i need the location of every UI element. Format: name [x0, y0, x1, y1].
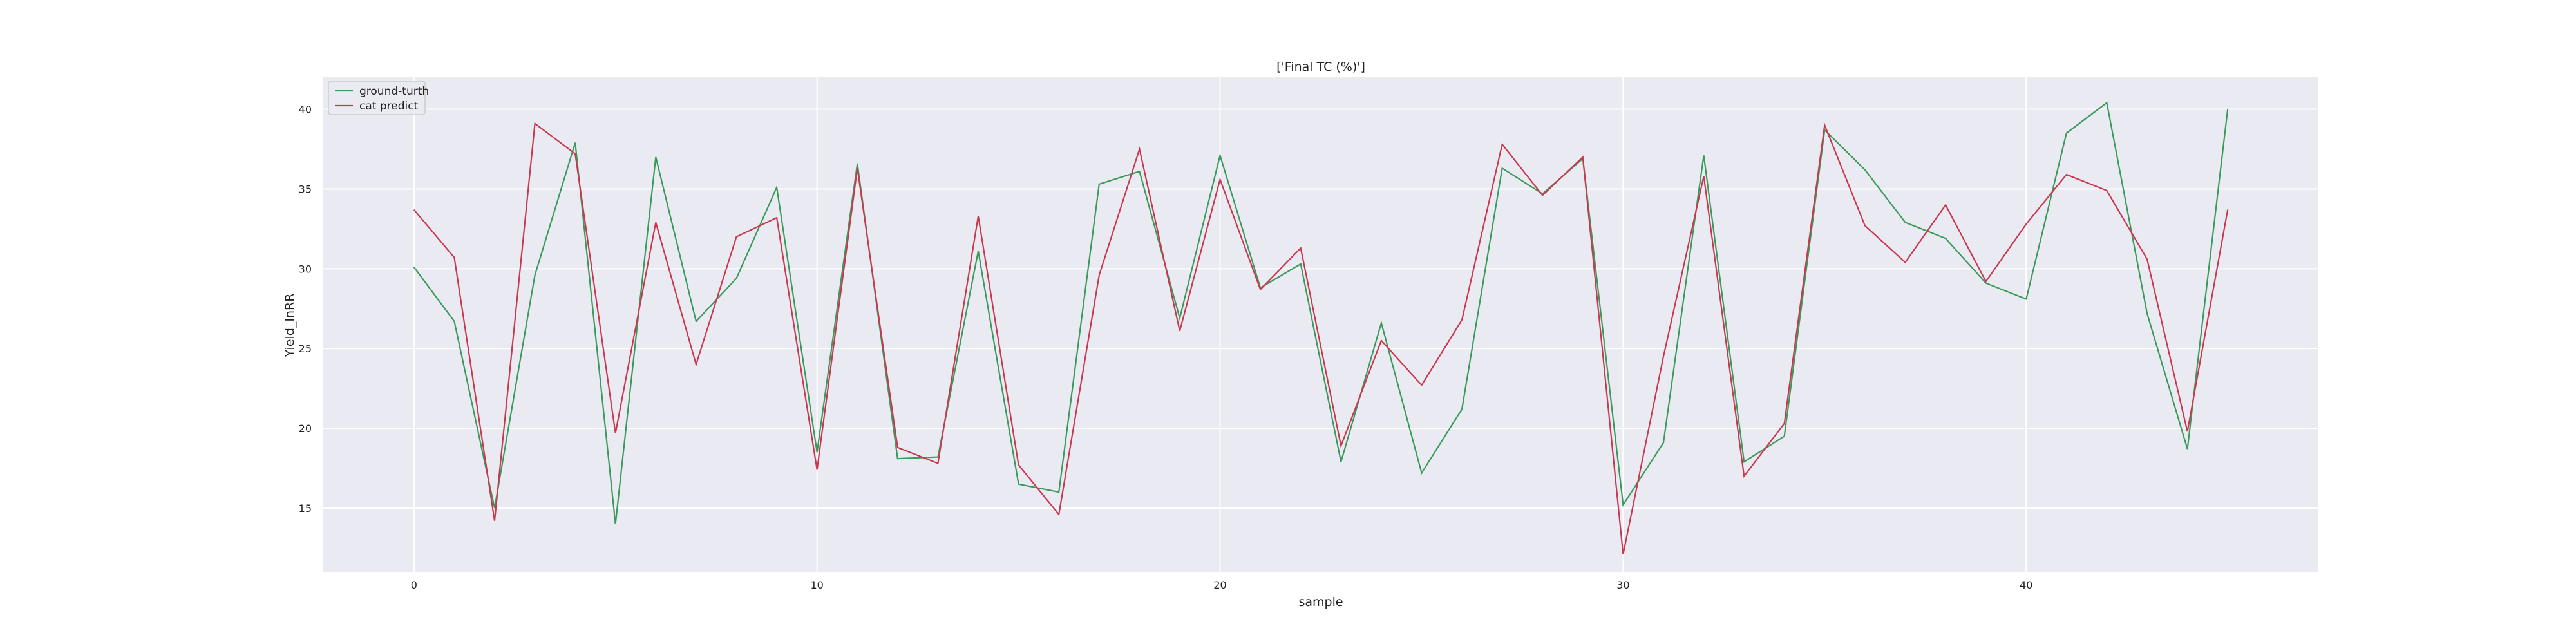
- x-gridlines: [413, 77, 2027, 572]
- x-tick-labels: 0 10 20 30 40: [411, 579, 2033, 591]
- y-gridlines: [323, 108, 2318, 509]
- legend-label-cat-predict: cat predict: [359, 100, 419, 113]
- y-tick-labels: 15 20 25 30 35 40: [299, 104, 312, 515]
- plot-area: [323, 77, 2318, 572]
- y-tick-label: 15: [299, 502, 312, 515]
- x-tick-label: 30: [1616, 579, 1629, 591]
- legend: ground-turth cat predict: [328, 80, 429, 115]
- x-tick-label: 20: [1213, 579, 1226, 591]
- x-axis-label: sample: [1298, 595, 1343, 609]
- x-tick-label: 10: [810, 579, 823, 591]
- y-tick-label: 40: [299, 104, 312, 116]
- y-tick-label: 25: [299, 343, 312, 355]
- y-tick-label: 30: [299, 263, 312, 275]
- legend-label-ground-turth: ground-turth: [359, 85, 429, 98]
- y-tick-label: 35: [299, 183, 312, 195]
- x-tick-label: 40: [2020, 579, 2032, 591]
- series-lines: [413, 101, 2229, 554]
- series-line-cat-predict: [413, 122, 2229, 554]
- y-axis-label: Yield_InRR: [283, 294, 297, 358]
- x-tick-label: 0: [411, 579, 417, 591]
- chart-title: ['Final TC (%)']: [1276, 60, 1365, 74]
- y-tick-label: 20: [299, 422, 312, 435]
